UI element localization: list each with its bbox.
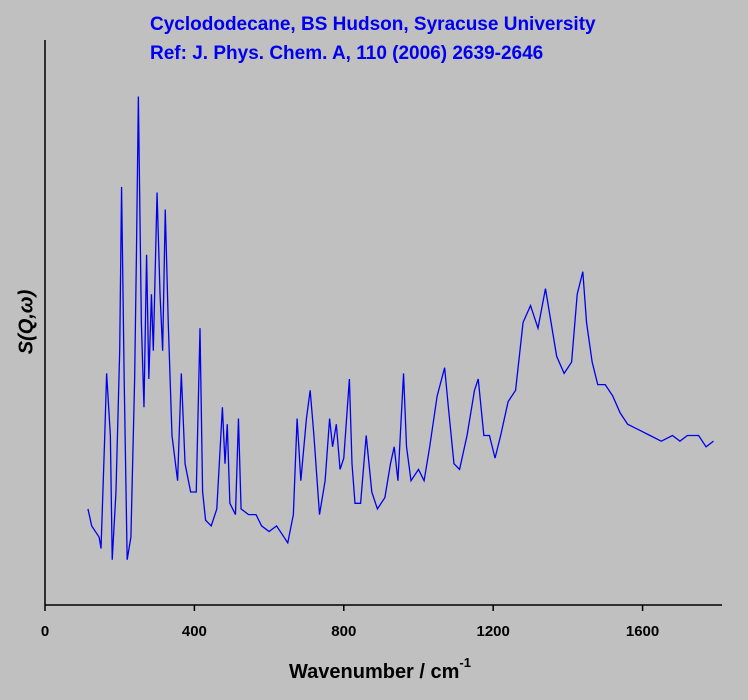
chart-subtitle: Ref: J. Phys. Chem. A, 110 (2006) 2639-2… bbox=[150, 43, 543, 64]
x-axis-label-superscript: -1 bbox=[459, 655, 471, 670]
x-tick-label: 1600 bbox=[626, 623, 659, 640]
x-axis-label-text: Wavenumber / cm bbox=[289, 661, 459, 683]
x-tick-label: 800 bbox=[331, 623, 356, 640]
spectrum-line bbox=[87, 96, 714, 560]
x-axis-label: Wavenumber / cm-1 bbox=[289, 655, 471, 683]
y-axis-label: S(Q,ω) bbox=[15, 289, 37, 354]
chart-title: Cyclododecane, BS Hudson, Syracuse Unive… bbox=[150, 14, 596, 35]
x-tick-label: 400 bbox=[182, 623, 207, 640]
x-tick-label: 1200 bbox=[476, 623, 509, 640]
x-tick-label: 0 bbox=[41, 623, 49, 640]
